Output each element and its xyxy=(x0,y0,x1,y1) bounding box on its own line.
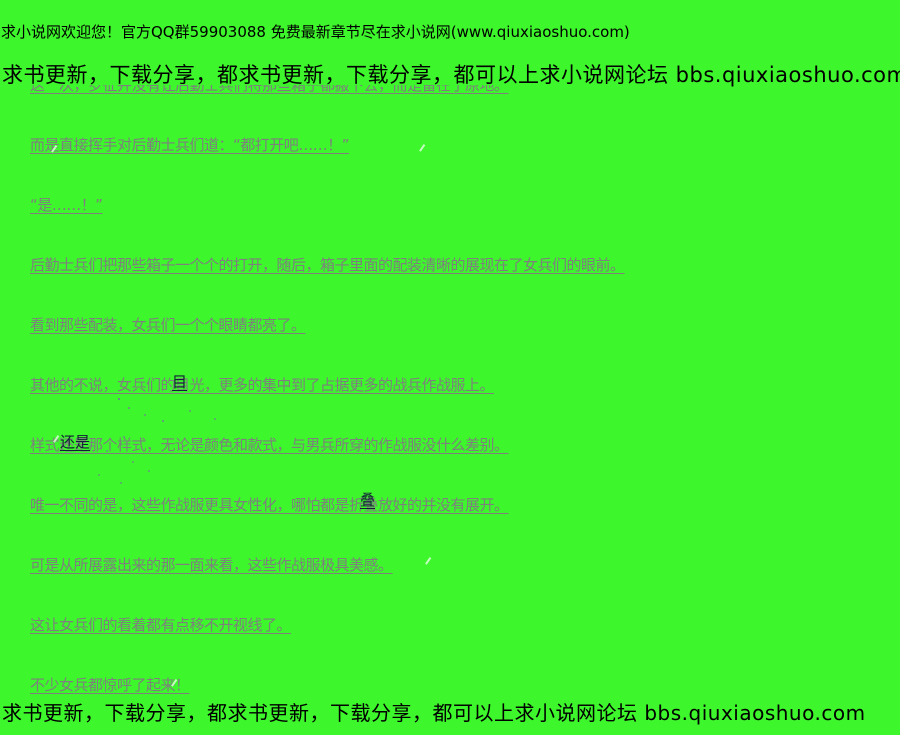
noise-speckles xyxy=(118,398,120,400)
novel-paragraph: 看到那些配装，女兵们一个个眼睛都亮了。 xyxy=(30,316,306,334)
top-banner: 求小说网欢迎您！官方QQ群59903088 免费最新章节尽在求小说网(www.q… xyxy=(0,0,900,87)
anticopy-glyph: 叠 xyxy=(360,491,376,509)
novel-paragraph: 其他的不说，女兵们的目光，更多的集中到了占据更多的战兵作战服上。 xyxy=(30,376,495,394)
forum-promo-text-top: 求书更新，下载分享，都求书更新，下载分享，都可以上求小说网论坛 bbs.qiux… xyxy=(2,63,900,87)
novel-paragraph: 这让女兵们的看着都有点移不开视线了。 xyxy=(30,616,292,634)
anticopy-glyph: 目 xyxy=(172,373,188,391)
novel-paragraph: “是……！” xyxy=(30,196,103,214)
novel-paragraph: 不少女兵都惊呼了起来！ xyxy=(30,676,190,694)
welcome-qq-group-text: 求小说网欢迎您！官方QQ群59903088 免费最新章节尽在求小说网(www.q… xyxy=(1,23,630,41)
novel-paragraph: 样式还是那个样式，无论是颜色和款式，与男兵所穿的作战服没什么差别。 xyxy=(30,436,509,454)
forum-promo-text-bottom: 求书更新，下载分享，都求书更新，下载分享，都可以上求小说网论坛 bbs.qiux… xyxy=(2,701,866,725)
novel-paragraph: 而是直接挥手对后勤士兵们道：“都打开吧……！” xyxy=(30,136,350,154)
novel-paragraph: 可是从所展露出来的那一面来看，这些作战服极具美感。 xyxy=(30,556,393,574)
novel-paragraph: 唯一不同的是，这些作战服更具女性化，哪怕都是折叠放好的并没有展开。 xyxy=(30,496,509,514)
novel-content: 这一次，罗征并没有让后勤士兵们将那些箱子都搬下去，而是留在了原地。 而是直接挥手… xyxy=(30,75,625,735)
bottom-banner: 求书更新，下载分享，都求书更新，下载分享，都可以上求小说网论坛 bbs.qiux… xyxy=(0,694,900,725)
novel-paragraph: 后勤士兵们把那些箱子一个个的打开，随后，箱子里面的配装清晰的展现在了女兵们的眼前… xyxy=(30,256,625,274)
anticopy-glyph: 还是 xyxy=(60,433,91,451)
